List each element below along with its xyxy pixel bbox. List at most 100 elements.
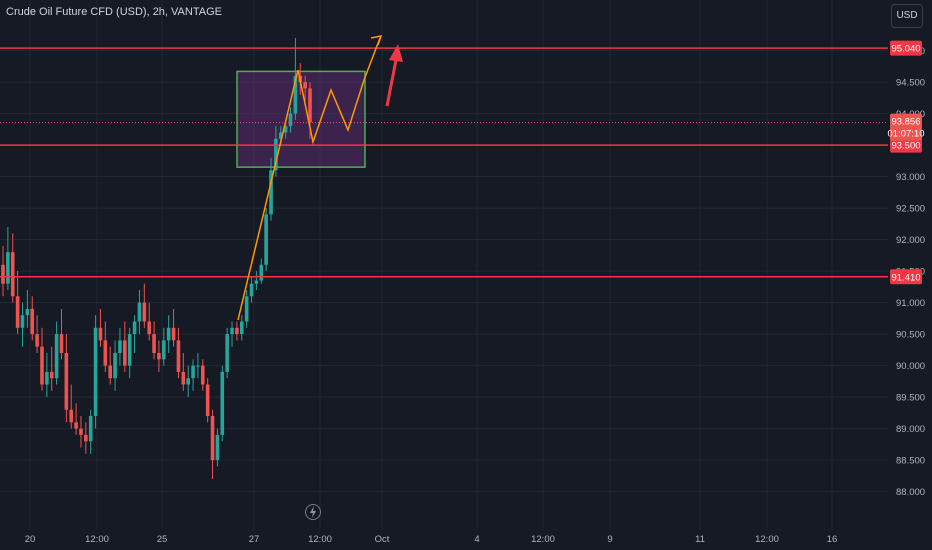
candle-body [142,302,147,322]
candle [118,327,122,366]
candle-body [15,296,20,328]
candle-body [230,327,234,335]
x-tick-label: 25 [157,534,168,545]
y-tick-label: 92.500 [896,204,925,215]
candle-body [274,138,278,171]
candle [40,327,44,391]
candle-body [220,371,225,435]
candle [127,327,132,379]
candle [152,321,156,360]
candle [303,75,307,101]
candle-body [103,340,108,366]
candle [88,409,93,454]
candle [176,327,181,379]
candle [54,321,59,385]
y-tick-label: 90.500 [896,330,925,341]
candle [147,302,151,341]
candle [59,308,64,360]
price-level-tag-text: 95.040 [891,44,920,55]
candle [25,290,30,328]
projection-path [237,37,381,321]
candle [113,340,117,391]
x-tick-label: 9 [607,534,612,545]
lightning-icon-ring [305,504,321,520]
candle [93,315,98,429]
candle-body [244,296,249,322]
candle [235,321,239,341]
y-tick-label: 89.000 [896,424,925,435]
candle-body [254,280,259,284]
candle-body [162,340,166,360]
candle [1,245,5,297]
current-price-tag [890,113,922,141]
y-tick-label: 88.000 [896,487,925,498]
candle-body [127,334,132,366]
candle [254,271,259,290]
y-tick-label: 88.500 [896,456,925,467]
candle-body [196,365,200,367]
x-tick-label: 12:00 [308,534,332,545]
candle-body [108,365,113,379]
candle [196,353,200,379]
candle [69,384,74,429]
candle [35,315,39,353]
candle-body [249,283,254,297]
y-tick-label: 90.000 [896,361,925,372]
price-level-tag [890,269,922,285]
candle [98,308,103,347]
candle [215,428,220,467]
candle-body [225,334,229,372]
x-tick-label: 27 [249,534,260,545]
candle-body [181,371,186,385]
x-tick-label: 12:00 [531,534,555,545]
candle-body [59,334,64,353]
candle-body [293,75,298,114]
currency-button[interactable]: USD [891,4,923,28]
candle [84,422,88,454]
candle-body [235,327,239,335]
candle [205,378,210,423]
projection-arrowhead [370,35,383,46]
x-tick-label: Oct [375,534,390,545]
price-level-tag [890,137,922,153]
candle-body [35,334,39,347]
x-tick-label: 16 [827,534,838,545]
y-tick-label: 91.000 [896,298,925,309]
countdown-timer: 01:07:10 [888,129,925,140]
candle-body [20,315,25,328]
candle [171,308,176,347]
candle [230,321,234,347]
candle-body [84,434,88,442]
y-tick-label: 94.500 [896,78,925,89]
candle [166,315,171,353]
candle [137,290,142,335]
y-tick-label: 92.000 [896,235,925,246]
x-tick-label: 12:00 [85,534,109,545]
price-level-tag-text: 93.500 [891,141,920,152]
candle [64,334,69,423]
candle-body [132,321,137,335]
lightning-icon [305,504,321,520]
y-tick-label: 93.000 [896,172,925,183]
candle-body [176,340,181,372]
candle-body [6,252,10,284]
candle-body [157,353,161,360]
candle [108,346,113,385]
candle [15,271,20,335]
candle-body [171,327,176,341]
candle-body [69,409,74,423]
x-tick-label: 11 [695,534,705,545]
candle [132,315,137,353]
candle-body [152,334,156,353]
candle [30,296,35,341]
lightning-icon-bolt [310,506,316,518]
candle [191,359,195,391]
candle-body [45,371,49,385]
candle [162,327,166,366]
candle [49,346,54,391]
candle [210,409,215,479]
candle-body [93,327,98,416]
candle-body [269,170,273,215]
